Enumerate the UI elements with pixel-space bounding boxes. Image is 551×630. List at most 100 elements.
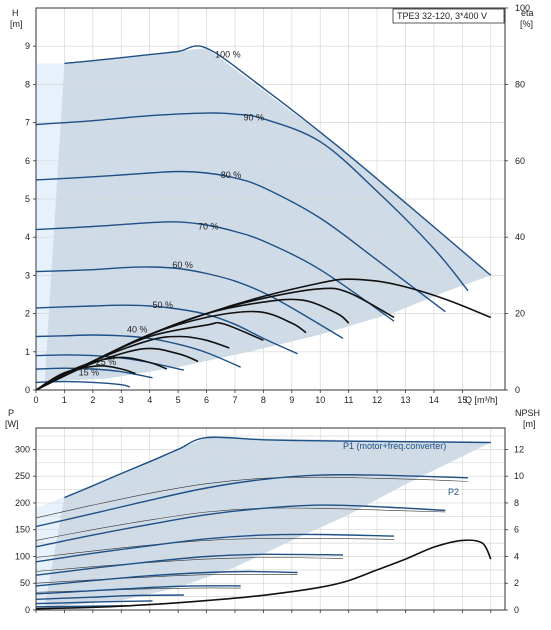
head-curves — [35, 45, 492, 388]
head-y-tick-label: 6 — [25, 156, 30, 166]
power-x-tick-marks — [35, 610, 492, 613]
head-x-tick-label: 10 — [315, 395, 325, 405]
head-x-tick-label: 11 — [344, 395, 353, 405]
p1-curve-7 — [35, 594, 184, 600]
npsh-y-tick-label: 0 — [514, 605, 519, 615]
power-y-ticks: 0 50 100 150 200 250 300 — [15, 444, 36, 615]
npsh-y-tick-label: 4 — [514, 551, 519, 561]
p1-curve-1 — [35, 473, 469, 528]
flow-axis-label: Q [m³/h] — [465, 395, 498, 405]
npsh-y-tick-label: 10 — [514, 471, 524, 481]
eta-y-tick-label: 100 — [515, 3, 530, 13]
speed-label: 100 % — [215, 50, 241, 60]
p1-curve-4 — [35, 553, 344, 576]
head-x-ticks: 0 1 2 3 4 5 6 7 8 9 10 11 12 13 14 15 — [33, 390, 467, 405]
power-y-tick-label: 250 — [15, 471, 30, 481]
head-x-tick-label: 4 — [147, 395, 152, 405]
power-y-tick-label: 100 — [15, 551, 30, 561]
eta-y-tick-label: 0 — [515, 385, 520, 395]
p2-curve-1 — [35, 507, 446, 541]
head-x-tick-label: 14 — [429, 395, 439, 405]
head-light-region — [36, 63, 65, 382]
npsh-axis-unit: [m] — [523, 419, 536, 429]
head-curve-6 — [35, 334, 241, 368]
head-y-tick-label: 7 — [25, 118, 30, 128]
p1-curve-5 — [35, 570, 298, 587]
head-y-tick-label: 2 — [25, 309, 30, 319]
eta-curve-6 — [35, 347, 199, 391]
head-x-tick-label: 2 — [90, 395, 95, 405]
npsh-y-tick-label: 6 — [514, 525, 519, 535]
power-operating-region — [44, 437, 491, 608]
power-y-tick-label: 200 — [15, 498, 30, 508]
eta-axis-unit: [%] — [520, 19, 533, 29]
npsh-line — [35, 539, 492, 610]
p2-curve-5 — [35, 587, 241, 593]
npsh-y-ticks: 0 2 4 6 8 10 12 — [505, 444, 524, 615]
head-operating-region — [44, 48, 491, 382]
pump-info-box — [392, 8, 505, 24]
head-x-tick-label: 5 — [176, 395, 181, 405]
speed-curve-labels: 100 % 90 % 80 % 70 % 60 % 50 % 40 % 25 %15 % — [79, 50, 264, 378]
head-curve-1 — [35, 112, 469, 292]
head-x-tick-label: 9 — [289, 395, 294, 405]
head-grid — [36, 7, 505, 390]
head-y-tick-label: 4 — [25, 232, 30, 242]
p1-curve-3 — [35, 533, 395, 563]
speed-label: 70 % — [198, 222, 219, 232]
eta-y-tick-label: 80 — [515, 79, 525, 89]
npsh-y-tick-label: 12 — [514, 444, 524, 454]
eta-curve-7 — [35, 356, 168, 391]
head-y-tick-label: 8 — [25, 79, 30, 89]
speed-label: 15 % — [79, 367, 100, 377]
power-y-tick-label: 50 — [20, 578, 30, 588]
p2-curve-4 — [35, 574, 298, 584]
eta-y-tick-label: 40 — [515, 232, 525, 242]
p2-curves — [35, 476, 469, 593]
p1-curve-6 — [35, 585, 241, 595]
eta-y-tick-label: 20 — [515, 309, 525, 319]
head-curve-0 — [64, 45, 492, 276]
head-y-tick-label: 9 — [25, 41, 30, 51]
head-x-tick-label: 15 — [457, 395, 467, 405]
head-axis-label: H — [12, 8, 19, 18]
head-y-tick-label: 1 — [25, 347, 30, 357]
power-y-tick-label: 0 — [25, 605, 30, 615]
efficiency-curves — [35, 278, 492, 391]
head-y-ticks: 0 1 2 3 4 5 6 7 8 9 — [25, 41, 36, 395]
p1-curve-8 — [35, 600, 153, 605]
head-x-tick-label: 3 — [119, 395, 124, 405]
head-y-tick-label: 0 — [25, 385, 30, 395]
power-y-tick-label: 300 — [15, 444, 30, 454]
speed-label: 40 % — [127, 325, 148, 335]
p2-curve-2 — [35, 537, 395, 558]
p2-curve-3 — [35, 557, 344, 572]
speed-label: 90 % — [243, 113, 264, 123]
head-x-tick-label: 8 — [261, 395, 266, 405]
speed-label: 50 % — [153, 300, 174, 310]
head-curve-3 — [35, 221, 395, 322]
eta-y-tick-label: 60 — [515, 156, 525, 166]
head-x-tick-label: 13 — [401, 395, 411, 405]
head-curve-9 — [35, 380, 130, 388]
eta-axis-label: eta — [521, 8, 534, 18]
head-y-tick-label: 3 — [25, 270, 30, 280]
p1-curves — [35, 436, 491, 608]
speed-label: 60 % — [172, 260, 193, 270]
speed-label: 25 % — [96, 357, 117, 367]
power-y-tick-label: 150 — [15, 525, 30, 535]
power-axis-unit: [W] — [5, 419, 19, 429]
power-axis-label: P — [8, 408, 14, 418]
head-x-tick-label: 12 — [372, 395, 382, 405]
p2-curve-0 — [35, 476, 469, 519]
p1-curve-0 — [64, 436, 491, 499]
p1-curve-2 — [35, 504, 446, 548]
head-x-tick-label: 7 — [232, 395, 237, 405]
eta-curve-8 — [35, 365, 136, 391]
head-x-tick-label: 0 — [33, 395, 38, 405]
head-curve-5 — [35, 304, 298, 355]
p1-curve-label: P1 (motor+freq.converter) — [343, 441, 446, 451]
